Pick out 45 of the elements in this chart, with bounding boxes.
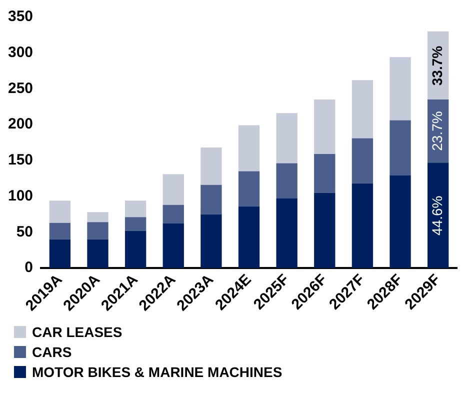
y-tick-label: 200 — [8, 116, 34, 133]
y-tick-label: 0 — [24, 259, 34, 276]
y-tick-label: 50 — [16, 223, 34, 240]
bar — [238, 125, 260, 172]
bar — [276, 163, 298, 198]
legend-label: MOTOR BIKES & MARINE MACHINES — [32, 364, 282, 380]
bar — [200, 148, 222, 185]
y-tick-label: 350 — [8, 8, 34, 26]
bar — [314, 99, 336, 154]
legend-label: CAR LEASES — [32, 324, 122, 340]
bar — [162, 224, 184, 268]
bar — [49, 200, 71, 223]
annotation: 33.7% — [428, 45, 445, 86]
y-tick-label: 300 — [8, 44, 34, 61]
bar — [390, 57, 411, 120]
bar — [87, 212, 108, 222]
bar — [124, 230, 146, 268]
bar — [200, 214, 222, 268]
bar — [352, 183, 374, 268]
bar — [49, 239, 71, 268]
bar — [352, 138, 374, 184]
y-tick-label: 100 — [8, 187, 34, 204]
bar — [162, 204, 184, 224]
bar — [390, 120, 411, 176]
bar — [352, 80, 374, 138]
annotation: 44.6% — [428, 196, 445, 236]
bar — [428, 162, 449, 268]
bar — [87, 239, 108, 268]
bar — [200, 184, 222, 214]
legend-label: CARS — [32, 344, 72, 360]
bar — [162, 174, 184, 205]
bar — [238, 206, 260, 268]
y-tick-label: 150 — [8, 152, 34, 169]
bar — [124, 217, 146, 231]
annotation: 23.7% — [428, 111, 445, 151]
bar — [314, 154, 336, 193]
bar — [276, 198, 298, 268]
bar — [49, 222, 71, 240]
bar — [390, 176, 411, 268]
bar — [124, 200, 146, 218]
bar — [238, 171, 260, 206]
y-tick-label: 250 — [8, 80, 34, 97]
bar — [87, 222, 108, 240]
bar — [276, 113, 298, 164]
bar — [314, 192, 336, 268]
